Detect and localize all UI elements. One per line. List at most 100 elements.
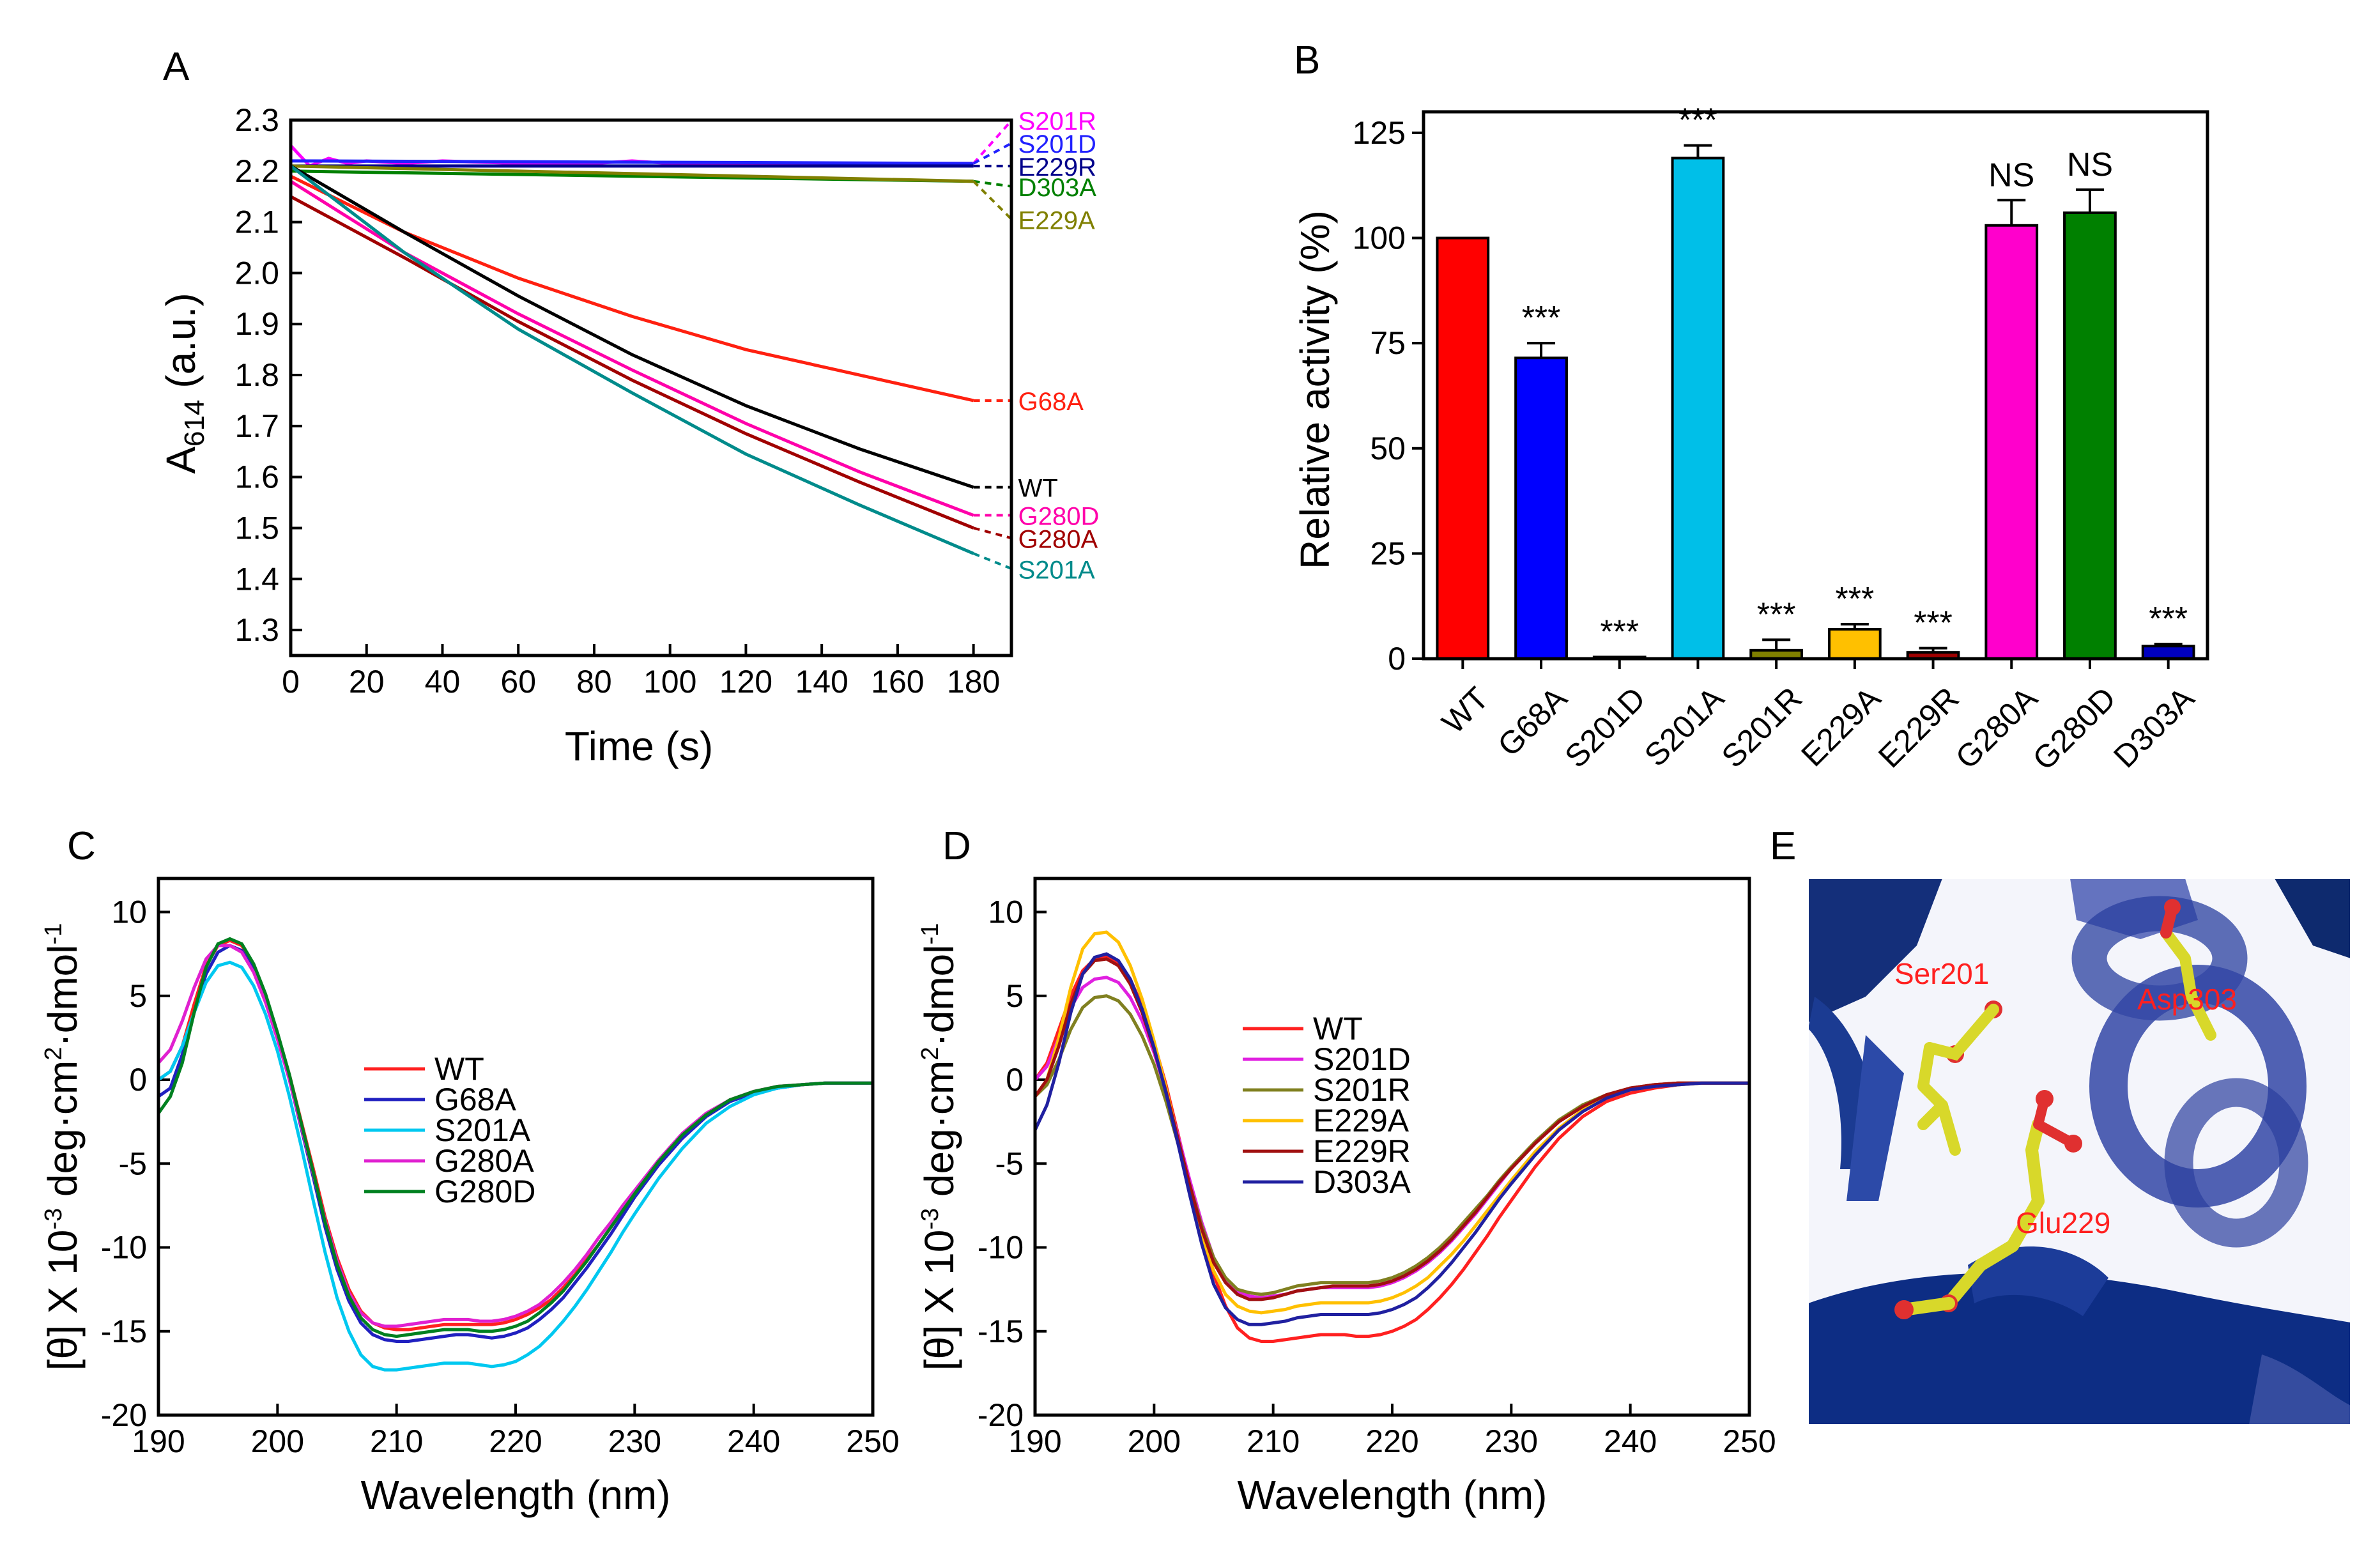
category-label-s201d: S201D bbox=[1558, 680, 1652, 775]
legend-label-e229a: E229A bbox=[1313, 1103, 1409, 1138]
series-line-s201d bbox=[290, 159, 974, 165]
series-leader-e229a bbox=[972, 180, 1013, 221]
legend-label-g280d: G280D bbox=[434, 1174, 535, 1209]
panel-a-letter: A bbox=[163, 45, 190, 89]
bar-d303a bbox=[2141, 645, 2195, 660]
x-tick-label: 80 bbox=[576, 664, 612, 700]
legend-label-g280a: G280A bbox=[434, 1143, 534, 1179]
y-tick-label: 10 bbox=[988, 894, 1024, 930]
asp303-label: Asp303 bbox=[2137, 983, 2237, 1016]
x-tick-label: 180 bbox=[947, 664, 1000, 700]
y-tick-label: -20 bbox=[101, 1397, 147, 1433]
asp303-sidechain bbox=[2160, 927, 2216, 1041]
series-label-e229r: E229R bbox=[1018, 153, 1096, 181]
series-line-e229r bbox=[1033, 957, 1749, 1301]
panel-d-letter: D bbox=[942, 824, 971, 868]
x-tick-label: 250 bbox=[1723, 1423, 1776, 1459]
category-label-d303a: D303A bbox=[2107, 680, 2201, 774]
panel-b-letter: B bbox=[1294, 38, 1320, 82]
y-tick-label: -10 bbox=[101, 1230, 147, 1266]
y-tick-label: -20 bbox=[978, 1397, 1024, 1433]
y-tick-label: 5 bbox=[129, 978, 147, 1014]
panel-c-frame bbox=[157, 877, 875, 1417]
legend-label-s201d: S201D bbox=[1313, 1041, 1411, 1077]
x-tick-label: 230 bbox=[608, 1423, 661, 1459]
y-tick-label: 50 bbox=[1370, 431, 1406, 466]
y-tick-label: 10 bbox=[111, 894, 147, 930]
series-line-e229a bbox=[290, 164, 974, 183]
category-label-s201r: S201R bbox=[1715, 680, 1809, 775]
series-line-g280d bbox=[289, 180, 974, 517]
x-tick-label: 210 bbox=[1247, 1423, 1300, 1459]
panel-d-ylabel: [θ] X 10-3 deg·cm2·dmol-1 bbox=[916, 923, 962, 1371]
x-tick-label: 140 bbox=[795, 664, 848, 700]
category-label-wt: WT bbox=[1435, 680, 1496, 741]
legend-label-d303a: D303A bbox=[1313, 1164, 1411, 1200]
x-tick-label: 190 bbox=[132, 1423, 185, 1459]
series-label-d303a: D303A bbox=[1018, 174, 1097, 202]
panel-c-xlabel: Wavelength (nm) bbox=[361, 1472, 671, 1518]
y-tick-label: 1.8 bbox=[234, 357, 279, 393]
y-tick-label: 75 bbox=[1370, 325, 1406, 361]
x-tick-label: 250 bbox=[846, 1423, 899, 1459]
x-tick-label: 160 bbox=[871, 664, 924, 700]
significance-g280d: NS bbox=[2067, 146, 2113, 183]
y-tick-label: -5 bbox=[119, 1146, 147, 1181]
y-tick-label: -5 bbox=[995, 1146, 1024, 1181]
panel-b-ylabel: Relative activity (%) bbox=[1292, 210, 1338, 569]
category-label-g280d: G280D bbox=[2026, 680, 2123, 778]
y-tick-label: 125 bbox=[1353, 115, 1406, 151]
panel-c-ylabel: [θ] X 10-3 deg·cm2·dmol-1 bbox=[40, 923, 86, 1371]
x-tick-label: 20 bbox=[349, 664, 385, 700]
legend-label-wt: WT bbox=[434, 1051, 484, 1087]
bar-g280d bbox=[2063, 211, 2117, 660]
significance-g280a: NS bbox=[1988, 157, 2034, 194]
x-tick-label: 200 bbox=[251, 1423, 304, 1459]
series-line-g68a bbox=[289, 174, 974, 402]
series-label-s201d: S201D bbox=[1018, 130, 1096, 158]
legend-label-g68a: G68A bbox=[434, 1082, 517, 1117]
ser201-sidechain bbox=[1917, 1042, 1961, 1156]
panel-b-activity-bar-chart: 0255075100125WTG68AS201DS201AS201RE229AE… bbox=[1292, 102, 2209, 778]
series-line-s201a bbox=[157, 960, 873, 1372]
panel-e-structure-image: Ser201 Asp303 Glu229 bbox=[1808, 878, 2351, 1425]
y-tick-label: 0 bbox=[1388, 641, 1406, 677]
significance-e229a: *** bbox=[1835, 581, 1874, 618]
bar-g68a bbox=[1514, 356, 1568, 660]
series-line-wt bbox=[289, 164, 974, 489]
category-label-e229r: E229R bbox=[1871, 680, 1966, 775]
series-label-wt: WT bbox=[1018, 475, 1058, 503]
glu229-label: Glu229 bbox=[2016, 1206, 2110, 1239]
panel-d-xlabel: Wavelength (nm) bbox=[1238, 1472, 1547, 1518]
category-label-s201a: S201A bbox=[1638, 680, 1731, 773]
bar-s201a bbox=[1671, 157, 1725, 660]
y-tick-label: 25 bbox=[1370, 535, 1406, 571]
x-tick-label: 60 bbox=[500, 664, 536, 700]
series-leader-s201d bbox=[972, 142, 1013, 165]
series-leader-d303a bbox=[973, 180, 1012, 188]
y-tick-label: 1.9 bbox=[234, 306, 279, 342]
y-tick-label: 100 bbox=[1353, 220, 1406, 256]
series-line-g280d bbox=[157, 937, 873, 1338]
y-tick-label: 1.5 bbox=[234, 510, 279, 546]
significance-s201a: *** bbox=[1678, 102, 1717, 139]
panel-c-letter: C bbox=[67, 824, 96, 868]
series-label-g280d: G280D bbox=[1018, 503, 1100, 531]
legend-label-e229r: E229R bbox=[1313, 1133, 1411, 1169]
y-tick-label: 0 bbox=[129, 1062, 147, 1098]
series-line-d303a bbox=[1033, 952, 1749, 1326]
panel-b-frame bbox=[1422, 110, 2209, 661]
legend-label-s201a: S201A bbox=[434, 1112, 531, 1148]
y-tick-label: 2.2 bbox=[234, 153, 279, 189]
significance-d303a: *** bbox=[2149, 601, 2188, 638]
panel-a-frame bbox=[289, 118, 1013, 657]
significance-s201d: *** bbox=[1600, 613, 1639, 650]
series-label-g280a: G280A bbox=[1018, 525, 1098, 553]
series-line-g280a bbox=[289, 195, 974, 530]
series-label-s201a: S201A bbox=[1018, 556, 1095, 584]
significance-e229r: *** bbox=[1914, 605, 1953, 642]
y-tick-label: 1.3 bbox=[234, 612, 279, 648]
